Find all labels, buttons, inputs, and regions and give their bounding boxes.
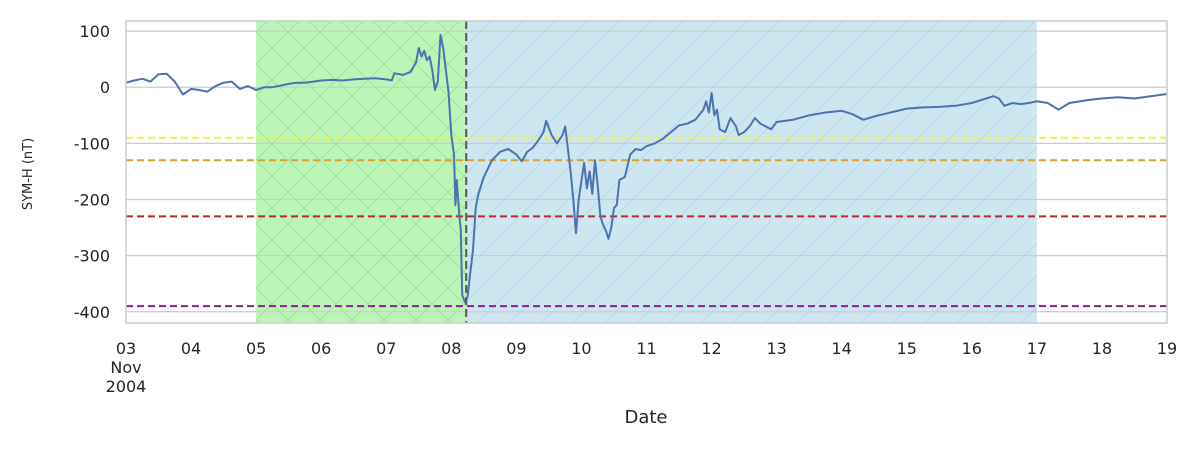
plot-frame (125, 20, 1168, 324)
x-tick-label: 03 Nov 2004 (106, 339, 147, 396)
y-tick-label: -300 (74, 247, 110, 266)
x-tick-label: 09 (506, 339, 526, 358)
region-hatch-1 (466, 21, 1037, 323)
y-tick-label: -200 (74, 191, 110, 210)
y-axis-label: SYM-H (nT) (21, 138, 36, 210)
shaded-regions (256, 21, 1037, 323)
x-tick-label: 18 (1092, 339, 1112, 358)
x-tick-label: 07 (376, 339, 396, 358)
threshold-lines (126, 136, 1167, 308)
series-layer (126, 34, 1167, 304)
x-tick-label: 17 (1027, 339, 1047, 358)
x-tick-label: 12 (701, 339, 721, 358)
x-tick-label: 15 (897, 339, 917, 358)
x-tick-label: 10 (571, 339, 591, 358)
x-tick-label: 16 (962, 339, 982, 358)
x-tick-label: 05 (246, 339, 266, 358)
x-axis-label: Date (624, 407, 667, 428)
x-tick-label: 19 (1157, 339, 1177, 358)
x-tick-label: 06 (311, 339, 331, 358)
x-tick-label: 11 (636, 339, 656, 358)
y-tick-label: 100 (79, 22, 110, 41)
x-tick-label: 13 (766, 339, 786, 358)
y-axis-ticks: 100 0 -100 -200 -300 -400 (74, 22, 110, 322)
x-axis-ticks: 03 Nov 2004 04 05 06 07 08 09 10 11 12 13 14 15 16 17 18 1… (106, 339, 1178, 396)
x-tick-label: 08 (441, 339, 461, 358)
y-tick-label: -100 (74, 134, 110, 153)
region-hatch-0 (256, 21, 467, 323)
x-tick-label: 04 (181, 339, 201, 358)
grid (126, 30, 1167, 313)
y-tick-label: -400 (74, 303, 110, 322)
y-tick-label: 0 (100, 78, 110, 97)
x-tick-label: 14 (832, 339, 852, 358)
series-line-0 (126, 34, 1167, 304)
